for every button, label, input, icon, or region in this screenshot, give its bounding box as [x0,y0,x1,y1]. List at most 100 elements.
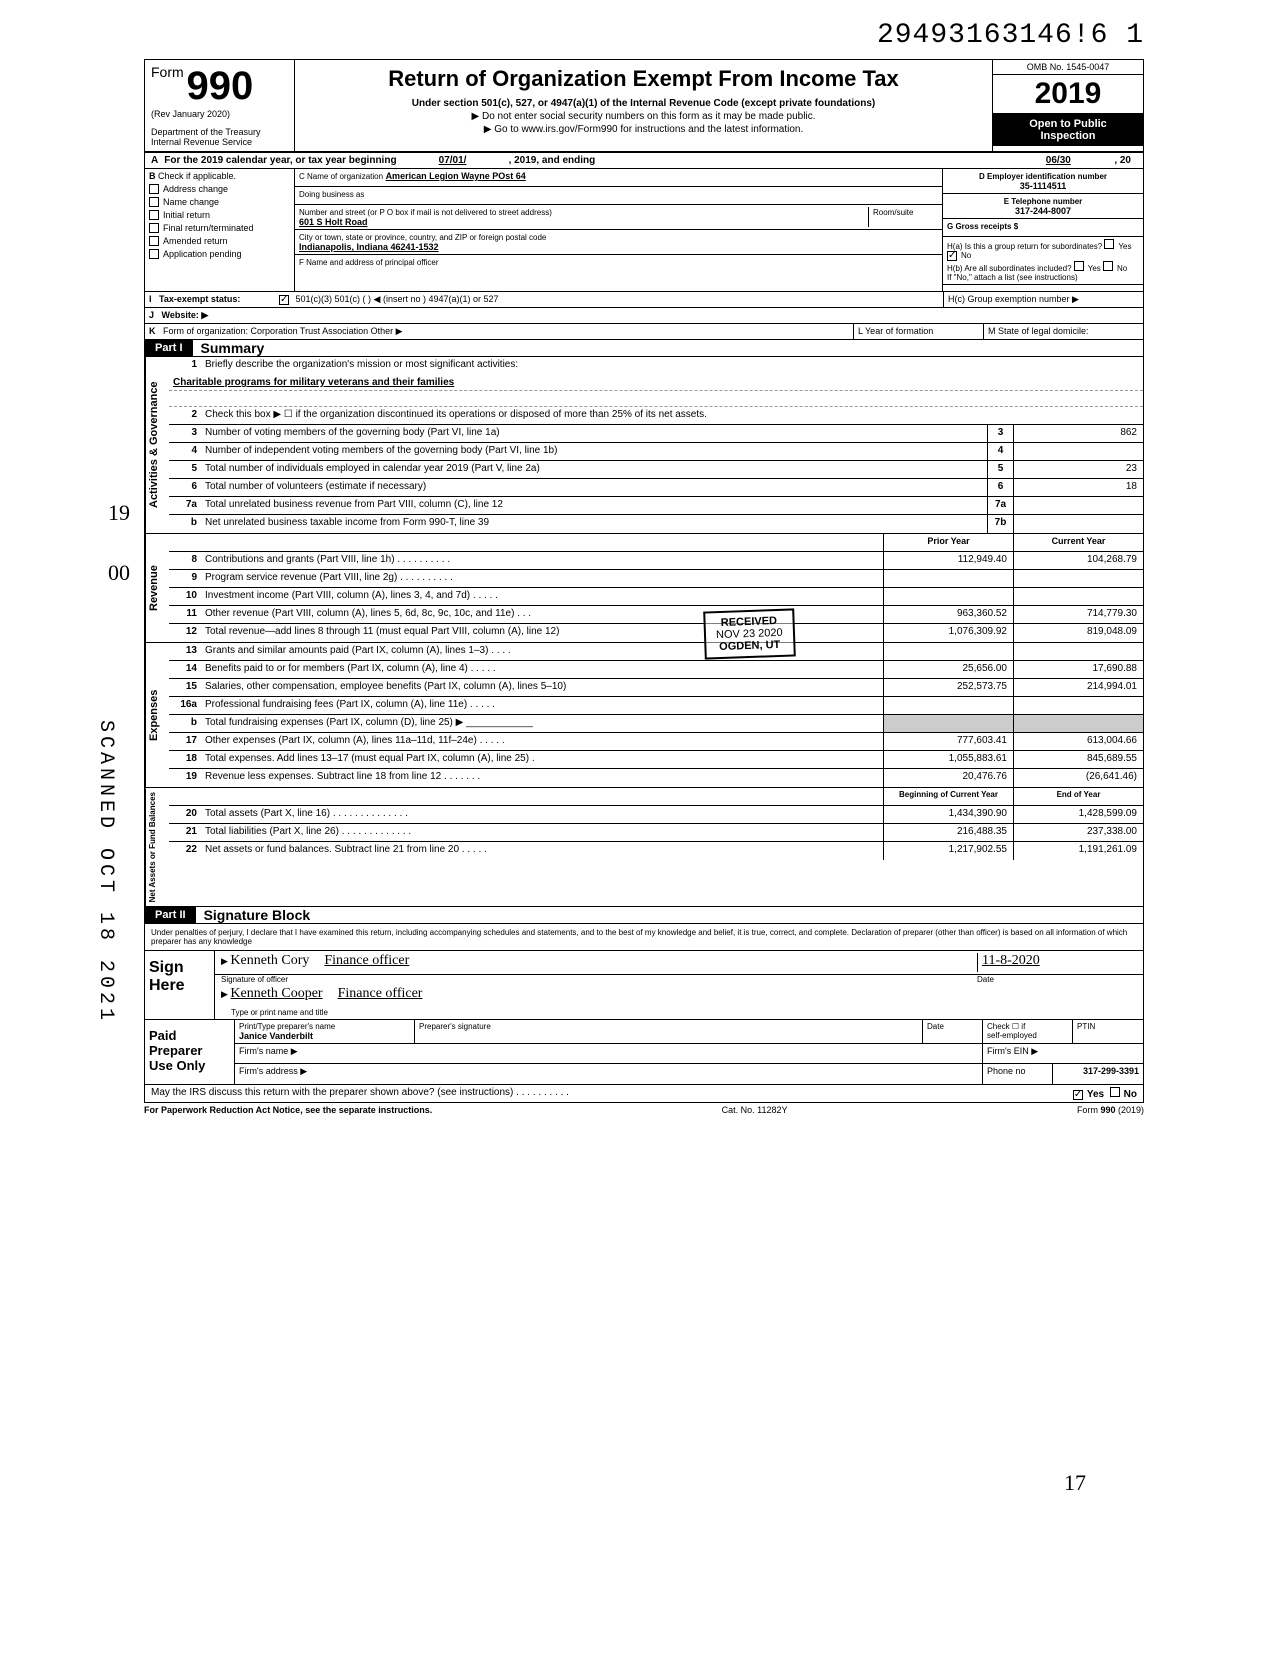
row-a-text: For the 2019 calendar year, or tax year … [164,155,396,166]
row-i: I Tax-exempt status: 501(c)(3) 501(c) ( … [144,292,1144,308]
footer-mid: Cat. No. 11282Y [722,1105,788,1115]
h-b-label: H(b) Are all subordinates included? [947,264,1072,273]
state-domicile: M State of legal domicile: [983,324,1143,339]
paid-label: Paid Preparer Use Only [145,1020,235,1084]
prep-name-label: Print/Type preparer's name [239,1022,410,1031]
row-a-label: A [151,155,158,166]
perjury-text: Under penalties of perjury, I declare th… [145,924,1143,950]
discuss-yes: Yes [1087,1089,1104,1100]
tab-expenses: Expenses [145,643,169,787]
form-note-1: ▶ Do not enter social security numbers o… [305,111,982,122]
paid-preparer-block: Paid Preparer Use Only Print/Type prepar… [145,1019,1143,1084]
summary-line: 14Benefits paid to or for members (Part … [169,661,1143,679]
part-1-title: Summary [193,340,265,356]
discuss-no: No [1124,1089,1137,1100]
check-initial-return: Initial return [149,210,290,220]
city: Indianapolis, Indiana 46241-1532 [299,242,439,252]
summary-line: 7aTotal unrelated business revenue from … [169,497,1143,515]
header-left: Form 990 (Rev January 2020) Department o… [145,60,295,151]
ein-cell: D Employer identification number 35-1114… [943,169,1143,194]
h-b-note: If "No," attach a list (see instructions… [947,273,1078,282]
header-right: OMB No. 1545-0047 2019 Open to Public In… [993,60,1143,151]
ptin-label: PTIN [1073,1020,1143,1043]
officer-title-sig: Finance officer [324,953,409,968]
check-amended: Amended return [149,236,290,246]
prep-phone: 317-299-3391 [1053,1064,1143,1084]
summary-line: 15Salaries, other compensation, employee… [169,679,1143,697]
form-rev: (Rev January 2020) [151,109,288,119]
row-j-lbl: J Website: ▶ [145,308,275,323]
officer-cell: F Name and address of principal officer [295,255,942,291]
summary-line: 20Total assets (Part X, line 16) . . . .… [169,806,1143,824]
check-if-applicable: Check if applicable. [158,171,236,181]
row-a: A For the 2019 calendar year, or tax yea… [144,153,1144,169]
mission-text: Charitable programs for military veteran… [169,375,1143,391]
summary-line: bTotal fundraising expenses (Part IX, co… [169,715,1143,733]
h-c-cell: H(c) Group exemption number ▶ [943,292,1143,307]
summary-line: 22Net assets or fund balances. Subtract … [169,842,1143,860]
phone: 317-244-8007 [1015,206,1071,216]
name-print-label: Type or print name and title [215,1008,1143,1019]
part-1-label: Part I [145,340,193,356]
officer-label: F Name and address of principal officer [299,258,438,267]
column-b: B Check if applicable. Address change Na… [145,169,295,291]
col-current: Current Year [1013,534,1143,551]
gross-receipts-label: G Gross receipts $ [947,222,1018,231]
line-2: Check this box ▶ ☐ if the organization d… [201,407,1143,424]
summary-line: 21Total liabilities (Part X, line 26) . … [169,824,1143,842]
margin-note-2: 00 [108,560,130,586]
city-label: City or town, state or province, country… [299,233,546,242]
summary-line: 16aProfessional fundraising fees (Part I… [169,697,1143,715]
self-emp-label: Check ☐ if self-employed [983,1020,1073,1043]
room-label: Room/suite [873,208,913,217]
row-j: J Website: ▶ [144,308,1144,324]
part-2-header: Part II Signature Block [144,907,1144,924]
part-2-title: Signature Block [196,907,311,923]
officer-signature: Kenneth Cory [230,953,309,968]
tab-governance: Activities & Governance [145,357,169,533]
phone-lbl: Phone no [983,1064,1053,1084]
check-address-change: Address change [149,184,290,194]
officer-title-print: Finance officer [338,986,423,1001]
document-id: 29493163146!6 1 [144,20,1144,51]
group-return-cell: H(a) Is this a group return for subordin… [943,237,1143,285]
scanned-stamp: SCANNED OCT 18 2021 [94,720,117,1024]
h-a-label: H(a) Is this a group return for subordin… [947,242,1102,251]
summary-line: 19Revenue less expenses. Subtract line 1… [169,769,1143,787]
officer-name-print: Kenneth Cooper [230,986,322,1001]
part-2-label: Part II [145,907,196,923]
col-end: End of Year [1013,788,1143,805]
form-dept: Department of the Treasury Internal Reve… [151,127,288,147]
summary-line: 5Total number of individuals employed in… [169,461,1143,479]
form-note-2: ▶ Go to www.irs.gov/Form990 for instruct… [305,124,982,135]
summary-line: 10Investment income (Part VIII, column (… [169,588,1143,606]
summary-line: 9Program service revenue (Part VIII, lin… [169,570,1143,588]
summary-line: 12Total revenue—add lines 8 through 11 (… [169,624,1143,642]
summary-line: bNet unrelated business taxable income f… [169,515,1143,533]
summary-line: 13Grants and similar amounts paid (Part … [169,643,1143,661]
footer-right: Form 990 (2019) [1077,1105,1144,1115]
mission-blank [169,391,1143,407]
col-beginning: Beginning of Current Year [883,788,1013,805]
sig-date: 11-8-2020 [982,953,1040,968]
tax-year: 2019 [993,75,1143,114]
firm-ein-label: Firm's EIN ▶ [983,1044,1143,1063]
row-a-mid: , 2019, and ending [509,155,596,166]
form-title: Return of Organization Exempt From Incom… [305,66,982,92]
summary-line: 8Contributions and grants (Part VIII, li… [169,552,1143,570]
block-bcd: B Check if applicable. Address change Na… [144,169,1144,292]
tab-revenue: Revenue [145,534,169,642]
sign-here-label: Sign Here [145,951,215,1019]
prep-name: Janice Vanderbilt [239,1031,410,1041]
ein: 35-1114511 [1020,181,1067,191]
summary-expenses: Expenses 13Grants and similar amounts pa… [144,643,1144,788]
summary-net: Net Assets or Fund Balances Beginning of… [144,788,1144,907]
paid-date-label: Date [923,1020,983,1043]
year-formation: L Year of formation [853,324,983,339]
row-i-lbl: I Tax-exempt status: [145,292,275,307]
phone-label: E Telephone number [1004,197,1083,206]
page-footer: For Paperwork Reduction Act Notice, see … [144,1103,1144,1117]
footer-left: For Paperwork Reduction Act Notice, see … [144,1105,432,1115]
year-end: 06/30 [1008,155,1108,166]
ein-label: D Employer identification number [979,172,1107,181]
